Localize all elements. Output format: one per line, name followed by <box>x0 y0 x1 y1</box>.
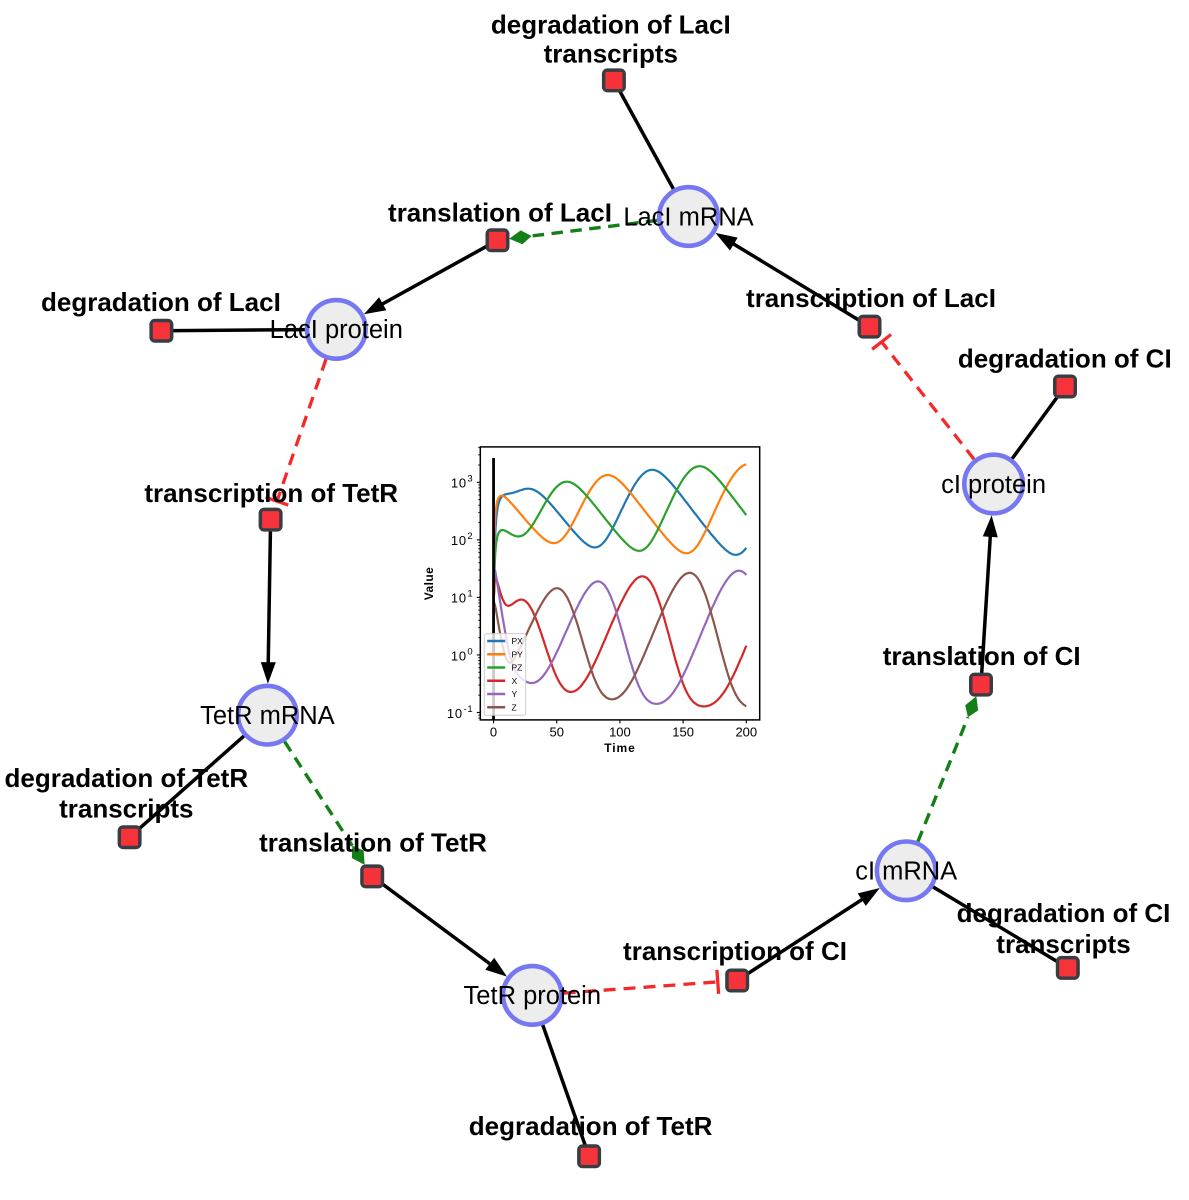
svg-text:X: X <box>512 676 518 686</box>
svg-text:cI protein: cI protein <box>941 471 1046 499</box>
svg-text:degradation of LacI: degradation of LacI <box>41 287 281 317</box>
svg-text:PY: PY <box>512 649 524 659</box>
svg-text:transcripts: transcripts <box>59 793 193 823</box>
svg-text:degradation of TetR: degradation of TetR <box>469 1111 713 1141</box>
svg-text:transcription of CI: transcription of CI <box>623 936 847 966</box>
svg-text:50: 50 <box>550 725 564 740</box>
svg-text:transcription of TetR: transcription of TetR <box>144 478 398 508</box>
svg-text:transcripts: transcripts <box>544 39 678 69</box>
svg-text:100: 100 <box>609 725 631 740</box>
svg-text:TetR mRNA: TetR mRNA <box>200 702 335 730</box>
svg-text:Y: Y <box>512 689 518 699</box>
svg-text:PZ: PZ <box>512 663 523 673</box>
svg-text:0: 0 <box>490 725 497 740</box>
svg-text:200: 200 <box>735 725 757 740</box>
svg-text:LacI mRNA: LacI mRNA <box>623 203 753 231</box>
svg-text:PX: PX <box>512 636 524 646</box>
svg-text:translation of TetR: translation of TetR <box>259 827 487 857</box>
svg-text:LacI protein: LacI protein <box>270 316 403 344</box>
svg-text:150: 150 <box>672 725 694 740</box>
svg-text:degradation of CI: degradation of CI <box>958 344 1172 374</box>
svg-text:degradation of LacI: degradation of LacI <box>491 10 731 40</box>
svg-text:translation of LacI: translation of LacI <box>388 197 612 227</box>
svg-text:cI mRNA: cI mRNA <box>855 858 957 886</box>
svg-text:transcripts: transcripts <box>996 929 1130 959</box>
svg-text:Time: Time <box>604 741 635 755</box>
svg-text:Value: Value <box>422 567 436 600</box>
svg-text:TetR protein: TetR protein <box>464 982 602 1010</box>
svg-text:translation of CI: translation of CI <box>883 641 1081 671</box>
svg-text:transcription of LacI: transcription of LacI <box>746 283 996 313</box>
svg-text:Z: Z <box>512 702 517 712</box>
svg-text:degradation of TetR: degradation of TetR <box>4 763 248 793</box>
svg-text:degradation of CI: degradation of CI <box>957 898 1171 928</box>
